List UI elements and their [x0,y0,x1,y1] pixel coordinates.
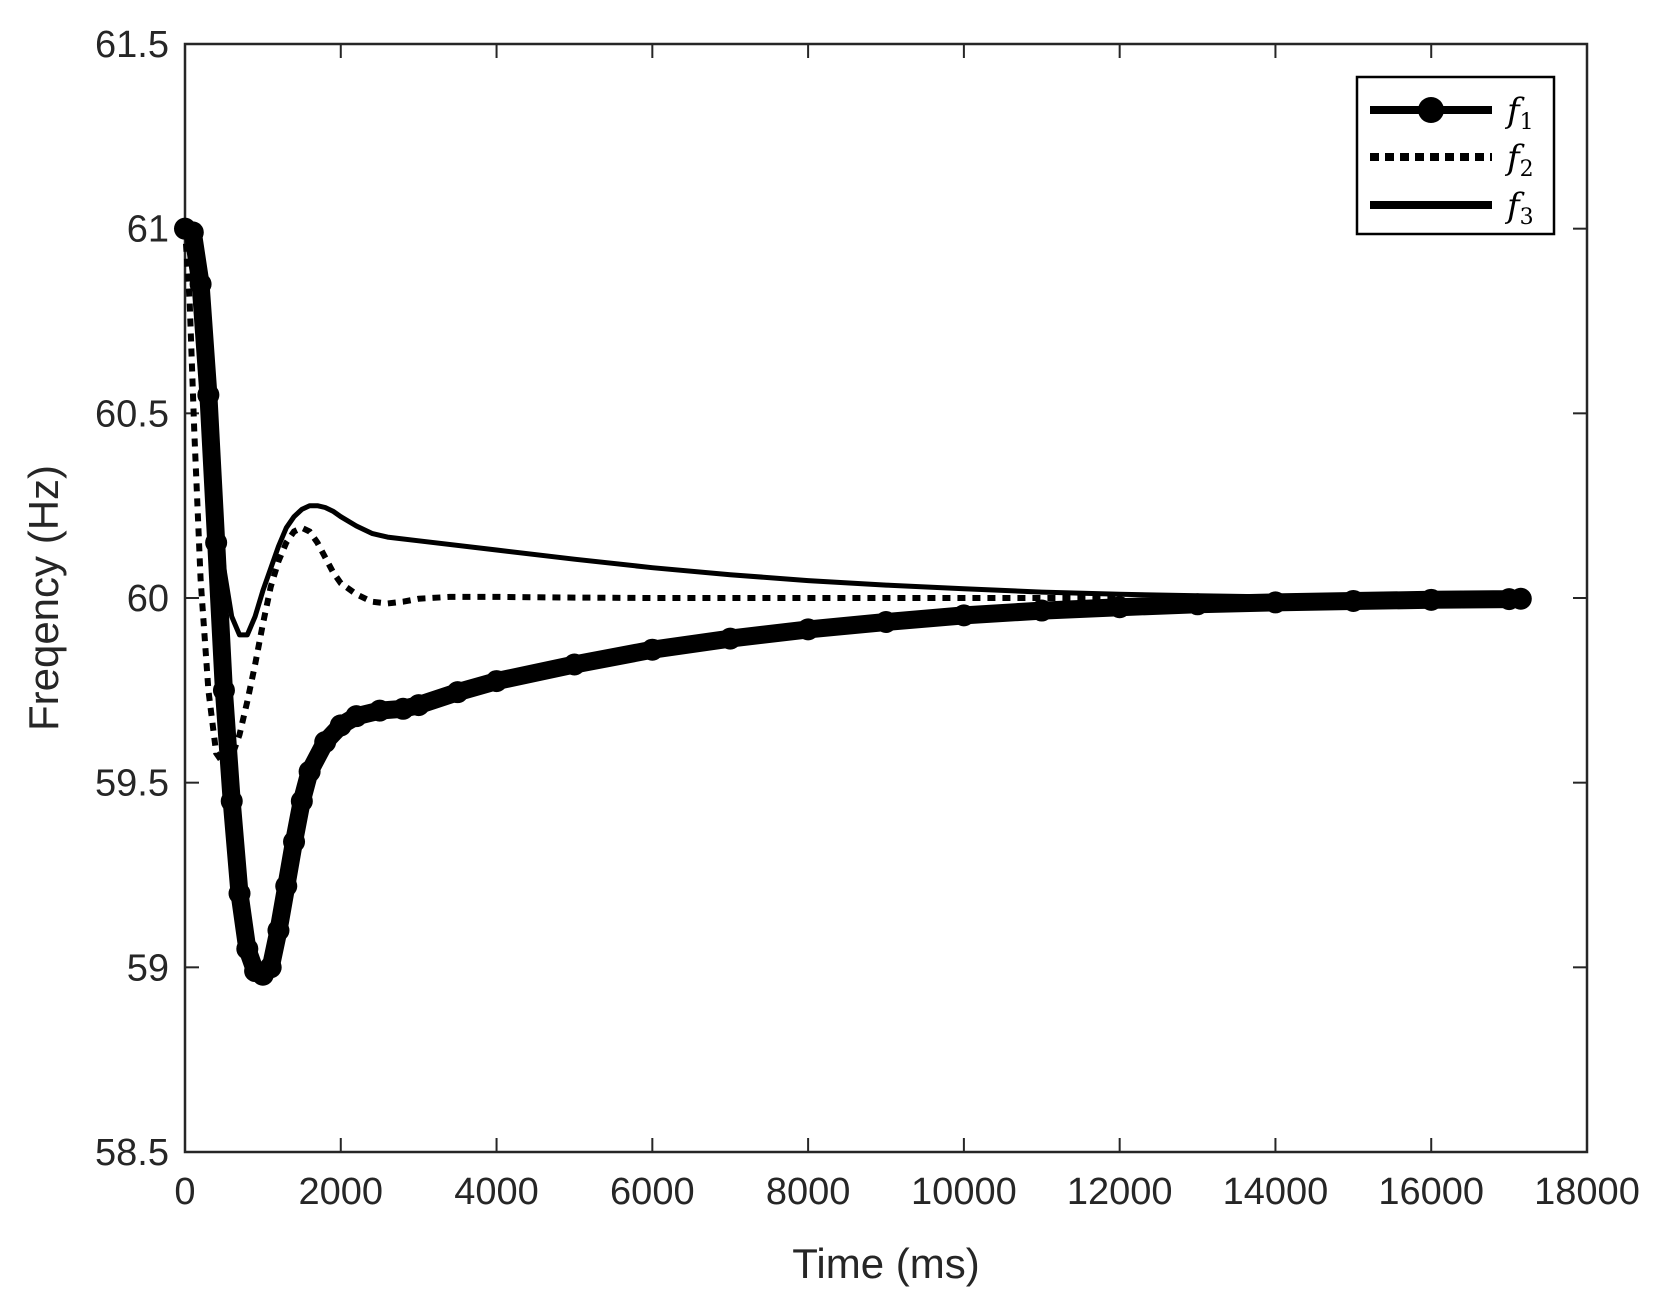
series-point-f1 [952,604,975,627]
series-point-f1 [797,618,820,641]
y-axis-title: Freqency (Hz) [20,465,67,731]
y-tick-label: 59 [127,947,169,989]
series-point-f1 [641,638,664,661]
x-axis-title: Time (ms) [792,1240,979,1287]
x-tick-label: 16000 [1378,1171,1484,1213]
series-line-f3 [182,227,1510,638]
y-tick-label: 60 [127,578,169,620]
axis-ticks: 0 2000 4000 6000 8000 10000 12000 14000 16000 180… [95,24,1640,1213]
series-point-f1 [298,760,321,783]
series-point-f1 [1108,596,1131,619]
x-tick-label: 10000 [911,1171,1017,1213]
series-point-f1 [1264,591,1287,614]
series-point-f1 [1342,589,1365,612]
y-tick-label: 58.5 [95,1132,169,1174]
series-point-f1 [407,694,430,717]
series-point-f1 [875,611,897,634]
x-tick-label: 6000 [610,1171,695,1213]
series-point-f1 [267,919,290,942]
series-point-f1 [368,699,391,722]
x-tick-label: 8000 [766,1171,851,1213]
series-point-f1 [719,627,742,650]
series-point-f1 [314,731,337,754]
x-tick-label: 14000 [1223,1171,1329,1213]
series-layer [174,217,1532,986]
series-point-f1 [446,681,469,704]
series-point-f1 [290,790,313,813]
x-tick-label: 2000 [299,1171,384,1213]
y-tick-label: 59.5 [95,763,169,805]
series-point-f1 [189,273,212,296]
series-point-f1 [345,705,368,728]
series-point-f1 [283,830,306,853]
series-point-f1 [259,956,282,979]
series-point-f1 [205,531,228,554]
series-point-f1 [212,679,235,702]
x-tick-label: 0 [174,1171,195,1213]
x-tick-label: 4000 [454,1171,539,1213]
series-point-f1 [236,937,259,960]
y-tick-label: 61 [127,209,169,251]
y-tick-label: 60.5 [95,393,169,435]
x-tick-label: 12000 [1067,1171,1173,1213]
series-point-f1 [197,383,220,406]
series-point-f1 [275,875,298,898]
series-point-f1 [1420,588,1443,611]
series-point-f1 [563,653,586,676]
x-tick-label: 18000 [1534,1171,1640,1213]
series-point-f1 [1030,599,1053,622]
series-point-f1 [1186,593,1209,616]
legend-marker-f1 [1418,97,1444,123]
series-point-f1 [485,670,508,693]
series-point-f1 [220,790,243,813]
series-point-f1 [181,221,204,244]
series-point-f1 [1509,587,1532,610]
series-point-f1 [228,882,251,905]
y-tick-label: 61.5 [95,24,169,66]
